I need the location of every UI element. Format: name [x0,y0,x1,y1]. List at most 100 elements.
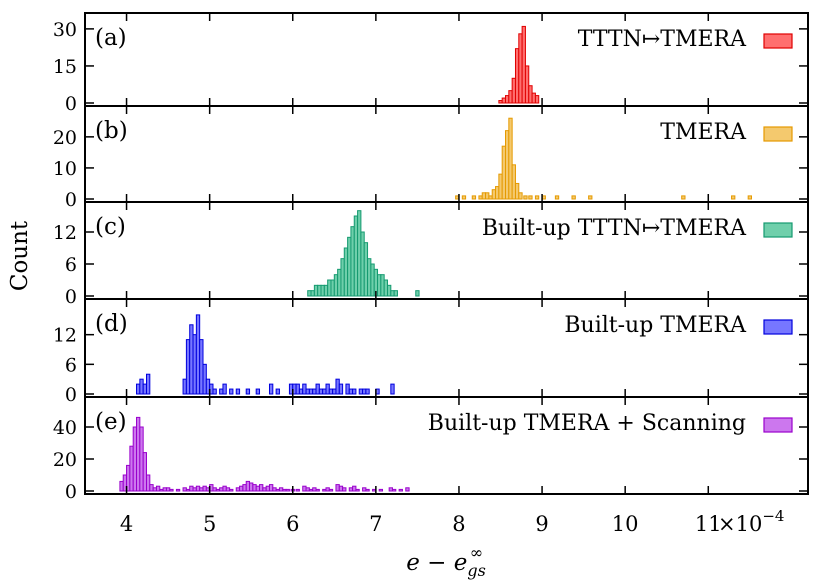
bar-d-2 [142,383,147,395]
bar-d-16 [229,388,234,395]
ytick-label-e-0: 0 [65,481,77,503]
bar-b-2 [471,195,477,200]
bar-d-3 [146,373,151,395]
bar-c-16 [360,231,365,297]
bar-e-15 [169,488,174,492]
bar-d-15 [222,383,227,395]
bar-e-45 [278,487,284,492]
bar-e-0 [119,480,124,492]
bar-e-57 [328,488,334,492]
legend-swatch-a [763,33,793,49]
legend-swatch-d [763,319,793,335]
bar-b-16 [523,195,528,200]
bar-d-38 [345,383,350,395]
xtick-label-7: 11 [695,512,722,536]
panel-b: 0 10 20 (b) TMERA [53,105,809,211]
bar-e-60 [342,487,347,492]
bar-e-53 [312,487,317,492]
ytick-label-b-2: 20 [53,127,77,149]
bar-b-12 [508,117,513,200]
xtick-label-4: 8 [452,512,465,536]
bar-a-8 [524,65,530,104]
bar-c-27 [415,290,420,297]
bar-b-25 [747,195,752,200]
bar-b-18 [534,195,540,200]
bar-e-58 [335,484,340,492]
bar-e-36 [249,482,254,492]
ytick-label-a-0: 0 [65,93,77,115]
bar-d-24 [295,383,300,395]
bar-c-6 [327,279,332,297]
bar-b-17 [528,195,533,200]
bar-d-31 [318,388,324,395]
bar-e-22 [199,487,204,492]
bar-d-41 [358,388,364,395]
xtick-label-3: 7 [369,512,382,536]
ytick-label-d-1: 6 [65,354,77,376]
bar-e-65 [365,488,370,492]
x-axis-label-sup: ∞ [470,543,483,562]
bar-c-11 [343,247,349,297]
bar-e-67 [378,488,384,492]
bar-d-13 [212,388,217,395]
legend-swatch-b [763,126,793,142]
ytick-label-d-2: 12 [53,325,77,347]
bar-d-18 [245,388,251,395]
bar-e-50 [302,485,307,492]
bar-e-11 [155,485,161,492]
bar-e-20 [192,487,197,492]
bar-c-26 [393,290,398,297]
bar-c-9 [337,268,342,297]
panel-tag-a: (a) [95,25,127,51]
bar-c-18 [367,258,372,297]
bar-a-9 [528,85,533,104]
bar-e-29 [222,485,227,492]
bar-b-15 [518,192,523,200]
bar-b-22 [588,195,593,200]
x-axis-scale-exponent: −4 [762,507,784,525]
bar-e-63 [355,488,360,492]
legend-label-d: Built-up TMERA [564,313,747,338]
legend-label-e: Built-up TMERA + Scanning [428,411,746,436]
ytick-label-b-1: 10 [53,158,77,180]
bar-d-34 [328,388,334,395]
ytick-label-e-2: 40 [53,417,77,439]
xtick-label-6: 10 [612,512,639,536]
bar-b-4 [481,192,487,200]
panel-frame-e [84,396,809,495]
ytick-label-d-0: 0 [65,384,77,406]
bar-e-62 [352,485,357,492]
xtick-label-5: 9 [535,512,548,536]
bar-b-6 [488,195,493,200]
panel-c: 0 6 12 (c) Built-up TTTN↦TMERA [53,201,809,308]
bar-d-4 [182,378,187,395]
panel-tag-c: (c) [95,214,126,240]
x-axis-scale-base: ×10 [718,512,762,536]
bar-d-29 [312,388,317,395]
ytick-label-c-0: 0 [65,286,77,308]
panel-tag-e: (e) [95,409,127,435]
bar-b-1 [461,195,467,200]
bar-c-23 [383,279,388,297]
bar-e-12 [159,488,164,492]
bar-e-33 [239,485,244,492]
bar-d-43 [365,388,370,395]
panel-tag-b: (b) [95,118,128,144]
bar-d-45 [390,383,395,395]
ytick-label-a-1: 15 [53,56,77,78]
bar-c-13 [350,226,355,297]
bar-b-24 [731,195,736,200]
ytick-label-c-1: 6 [65,254,77,276]
xtick-label-0: 4 [120,512,133,536]
bar-d-20 [268,383,274,395]
x-axis-scale-factor: ×10−4 [718,507,784,536]
bar-e-27 [215,488,221,492]
bar-a-7 [521,25,526,104]
x-axis-label-base: e − e [406,550,467,576]
bar-e-16 [175,488,181,492]
ytick-label-b-0: 0 [65,189,77,211]
y-axis-label: Count [7,220,33,291]
bar-e-17 [182,487,187,492]
bar-b-13 [511,164,516,200]
